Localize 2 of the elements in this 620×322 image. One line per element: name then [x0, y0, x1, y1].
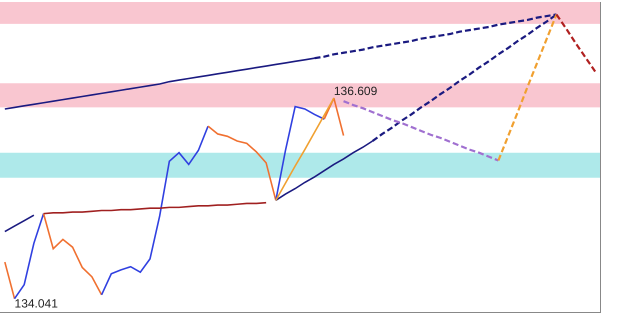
data-label: 136.609 [334, 84, 378, 98]
data-label: 134.041 [14, 296, 58, 311]
